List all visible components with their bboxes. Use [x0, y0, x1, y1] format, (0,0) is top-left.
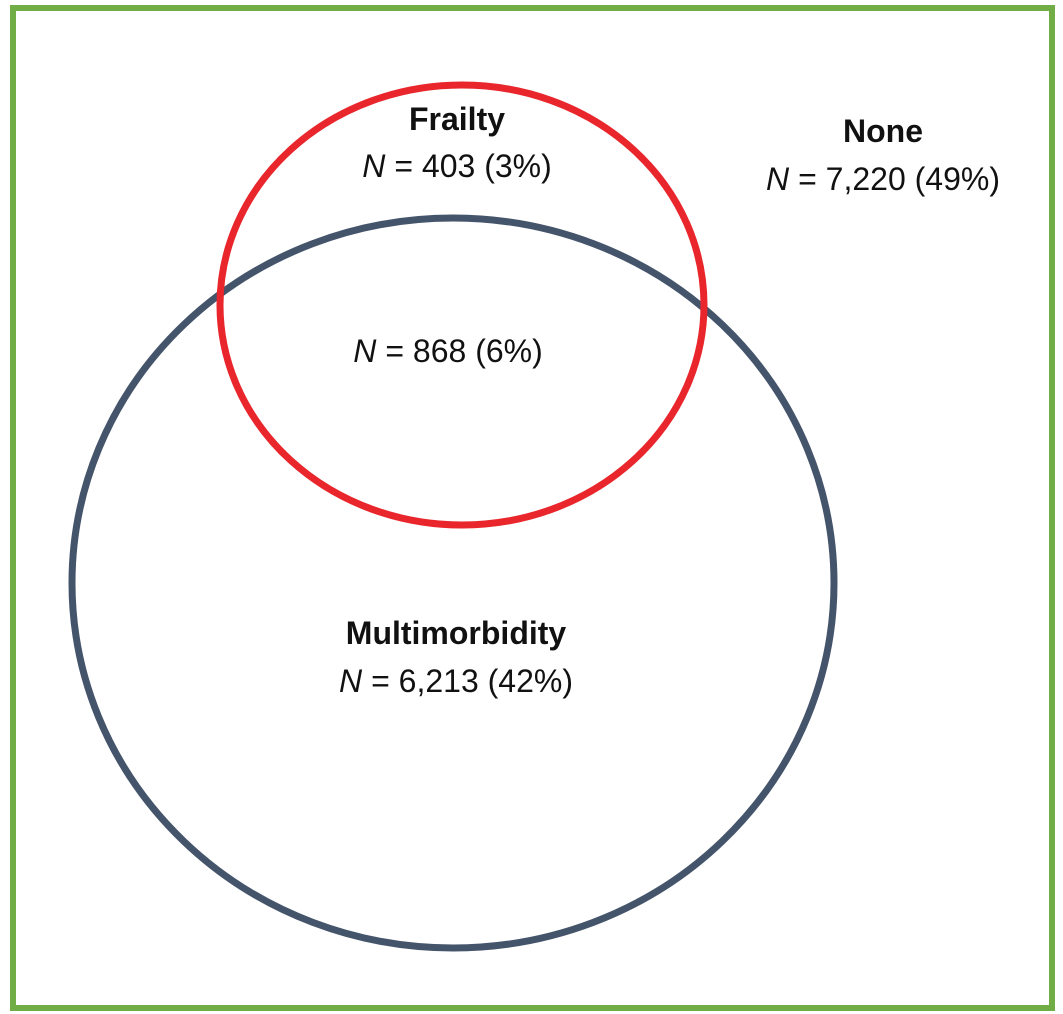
region-name: None	[843, 113, 923, 149]
variable: N	[353, 333, 377, 369]
region-count: N = 868 (6%)	[353, 333, 543, 369]
region-count: N = 6,213 (42%)	[339, 663, 573, 699]
variable: N	[339, 663, 363, 699]
variable: N	[362, 148, 386, 184]
region-name: Frailty	[409, 101, 505, 137]
region-name: Multimorbidity	[346, 615, 567, 651]
variable: N	[766, 161, 790, 197]
frame	[10, 5, 1055, 1011]
region-count: N = 7,220 (49%)	[766, 161, 1000, 197]
count: = 7,220 (49%)	[798, 161, 1000, 197]
multimorbidity-circle	[68, 214, 838, 952]
region-count: N = 403 (3%)	[362, 148, 552, 184]
frailty-circle	[216, 81, 708, 529]
count: = 868 (6%)	[385, 333, 542, 369]
count: = 403 (3%)	[394, 148, 551, 184]
count: = 6,213 (42%)	[371, 663, 573, 699]
